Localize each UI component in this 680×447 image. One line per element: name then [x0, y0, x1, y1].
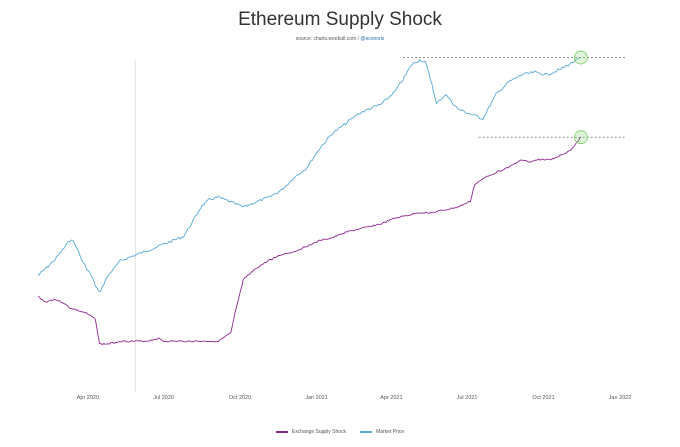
x-tick-label: Jul 2020 [153, 395, 174, 401]
legend-swatch-supply-shock [275, 431, 288, 433]
x-tick-label: Jan 2021 [305, 395, 328, 401]
series-layer [37, 57, 582, 346]
chart-source: source: charts.woobull.com / @econoriz [0, 36, 680, 42]
latest-value-highlight [574, 130, 588, 145]
legend-label-supply-shock: Exchange Supply Shock [291, 429, 347, 435]
chart-title: Ethereum Supply Shock [238, 9, 442, 30]
series-line-market-price [37, 57, 581, 293]
reference-lines [134, 57, 626, 392]
x-tick-label: Jan 2022 [609, 395, 632, 401]
x-tick-label: Oct 2021 [532, 395, 554, 401]
latest-value-highlight [574, 50, 588, 65]
legend: Exchange Supply Shock Market Price [0, 429, 680, 435]
x-tick-label: Apr 2021 [380, 395, 402, 401]
source-link[interactable]: @econoriz [360, 36, 385, 42]
legend-item-supply-shock[interactable]: Exchange Supply Shock [275, 429, 347, 435]
series-line-supply-shock [37, 136, 582, 346]
x-tick-label: Jul 2021 [457, 395, 478, 401]
legend-swatch-market-price [360, 431, 373, 433]
x-axis: Apr 2020 Jul 2020 Oct 2020 Jan 2021 Apr 2021… [77, 395, 632, 401]
highlight-markers [574, 50, 588, 145]
x-tick-label: Apr 2020 [77, 395, 99, 401]
x-tick-label: Oct 2020 [229, 395, 251, 401]
legend-label-market-price: Market Price [376, 429, 405, 435]
legend-item-market-price[interactable]: Market Price [360, 429, 404, 435]
source-prefix: source: charts.woobull.com / [295, 36, 361, 42]
